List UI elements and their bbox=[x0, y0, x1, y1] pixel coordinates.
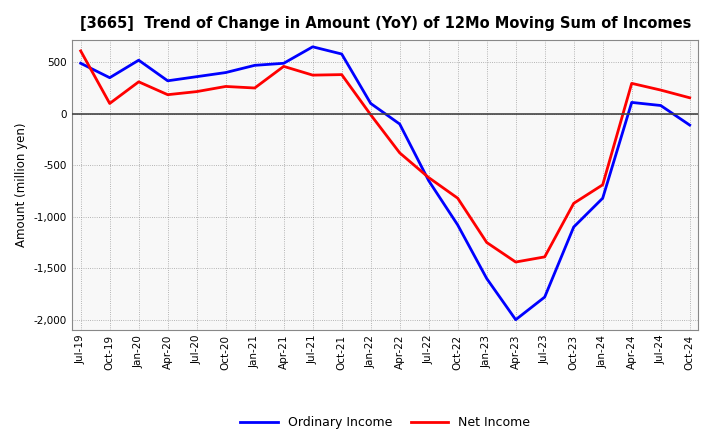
Net Income bbox=[221, 84, 230, 89]
Y-axis label: Amount (million yen): Amount (million yen) bbox=[15, 123, 28, 247]
Net Income bbox=[192, 89, 201, 94]
Line: Net Income: Net Income bbox=[81, 51, 690, 262]
Ordinary Income bbox=[221, 70, 230, 75]
Net Income bbox=[482, 240, 491, 245]
Ordinary Income bbox=[511, 317, 520, 323]
Net Income bbox=[598, 182, 607, 187]
Ordinary Income bbox=[424, 178, 433, 183]
Ordinary Income bbox=[395, 121, 404, 127]
Ordinary Income bbox=[454, 222, 462, 227]
Ordinary Income bbox=[366, 101, 375, 106]
Net Income bbox=[627, 81, 636, 86]
Ordinary Income bbox=[627, 100, 636, 105]
Net Income bbox=[105, 101, 114, 106]
Ordinary Income bbox=[105, 75, 114, 81]
Ordinary Income bbox=[482, 276, 491, 281]
Ordinary Income bbox=[279, 61, 288, 66]
Ordinary Income bbox=[251, 63, 259, 68]
Net Income bbox=[395, 150, 404, 155]
Net Income bbox=[76, 48, 85, 54]
Net Income bbox=[135, 79, 143, 84]
Net Income bbox=[338, 72, 346, 77]
Net Income bbox=[541, 254, 549, 260]
Line: Ordinary Income: Ordinary Income bbox=[81, 47, 690, 320]
Title: [3665]  Trend of Change in Amount (YoY) of 12Mo Moving Sum of Incomes: [3665] Trend of Change in Amount (YoY) o… bbox=[79, 16, 691, 32]
Ordinary Income bbox=[657, 103, 665, 108]
Net Income bbox=[279, 64, 288, 69]
Ordinary Income bbox=[192, 74, 201, 79]
Ordinary Income bbox=[308, 44, 317, 49]
Legend: Ordinary Income, Net Income: Ordinary Income, Net Income bbox=[235, 411, 535, 434]
Net Income bbox=[163, 92, 172, 97]
Ordinary Income bbox=[685, 122, 694, 128]
Net Income bbox=[251, 85, 259, 91]
Net Income bbox=[366, 112, 375, 117]
Ordinary Income bbox=[598, 195, 607, 201]
Net Income bbox=[685, 95, 694, 100]
Ordinary Income bbox=[570, 224, 578, 230]
Ordinary Income bbox=[338, 51, 346, 57]
Ordinary Income bbox=[135, 58, 143, 63]
Ordinary Income bbox=[541, 294, 549, 300]
Net Income bbox=[570, 201, 578, 206]
Net Income bbox=[657, 88, 665, 93]
Ordinary Income bbox=[76, 61, 85, 66]
Net Income bbox=[424, 175, 433, 180]
Net Income bbox=[511, 260, 520, 265]
Net Income bbox=[454, 195, 462, 201]
Net Income bbox=[308, 73, 317, 78]
Ordinary Income bbox=[163, 78, 172, 84]
